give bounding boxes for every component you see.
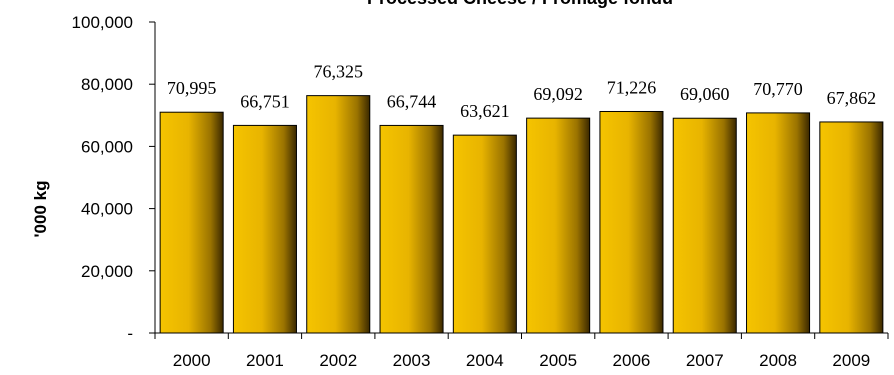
bar-2007	[672, 117, 737, 334]
data-label-2009: 67,862	[827, 88, 877, 108]
x-tick-label-2004: 2004	[466, 351, 504, 370]
y-tick-label: 20,000	[81, 262, 133, 281]
x-tick-label-2003: 2003	[393, 351, 431, 370]
bar-2008	[746, 112, 811, 334]
data-label-2003: 66,744	[387, 91, 437, 111]
data-label-2007: 69,060	[680, 84, 730, 104]
bars	[159, 95, 884, 334]
bar-2005	[526, 117, 591, 334]
x-tick-label-2007: 2007	[686, 351, 724, 370]
data-label-2005: 69,092	[533, 84, 583, 104]
bar-2004	[452, 134, 517, 334]
bar-2001	[232, 124, 297, 334]
axes: - 20,000 40,000 60,000 80,000 100,000 2000 2001…	[72, 13, 889, 370]
bar-2006	[599, 110, 664, 334]
data-label-2002: 76,325	[314, 62, 364, 82]
bar-2000	[159, 111, 224, 334]
data-labels: 70,995 66,751 76,325 66,744 63,621 69,092 71,2…	[167, 62, 876, 122]
y-tick-label: 100,000	[72, 13, 133, 32]
y-tick-label: 60,000	[81, 137, 133, 156]
data-label-2004: 63,621	[460, 101, 510, 121]
y-axis-label: '000 kg	[31, 181, 50, 238]
bar-2009	[819, 121, 884, 334]
x-tick-label-2005: 2005	[539, 351, 577, 370]
x-tick-label-2008: 2008	[759, 351, 797, 370]
x-tick-label-2006: 2006	[613, 351, 651, 370]
y-tick-label: -	[127, 324, 133, 343]
data-label-2006: 71,226	[607, 77, 657, 97]
chart-title: Processed Cheese / Fromage fondu	[367, 0, 673, 8]
data-label-2001: 66,751	[240, 91, 290, 111]
y-tick-label: 80,000	[81, 75, 133, 94]
x-tick-label-2001: 2001	[246, 351, 284, 370]
data-label-2008: 70,770	[753, 79, 803, 99]
bar-2002	[306, 95, 371, 334]
x-tick-label-2009: 2009	[832, 351, 870, 370]
x-tick-label-2002: 2002	[319, 351, 357, 370]
data-label-2000: 70,995	[167, 78, 217, 98]
bar-2003	[379, 124, 444, 334]
y-tick-label: 40,000	[81, 200, 133, 219]
x-tick-label-2000: 2000	[173, 351, 211, 370]
